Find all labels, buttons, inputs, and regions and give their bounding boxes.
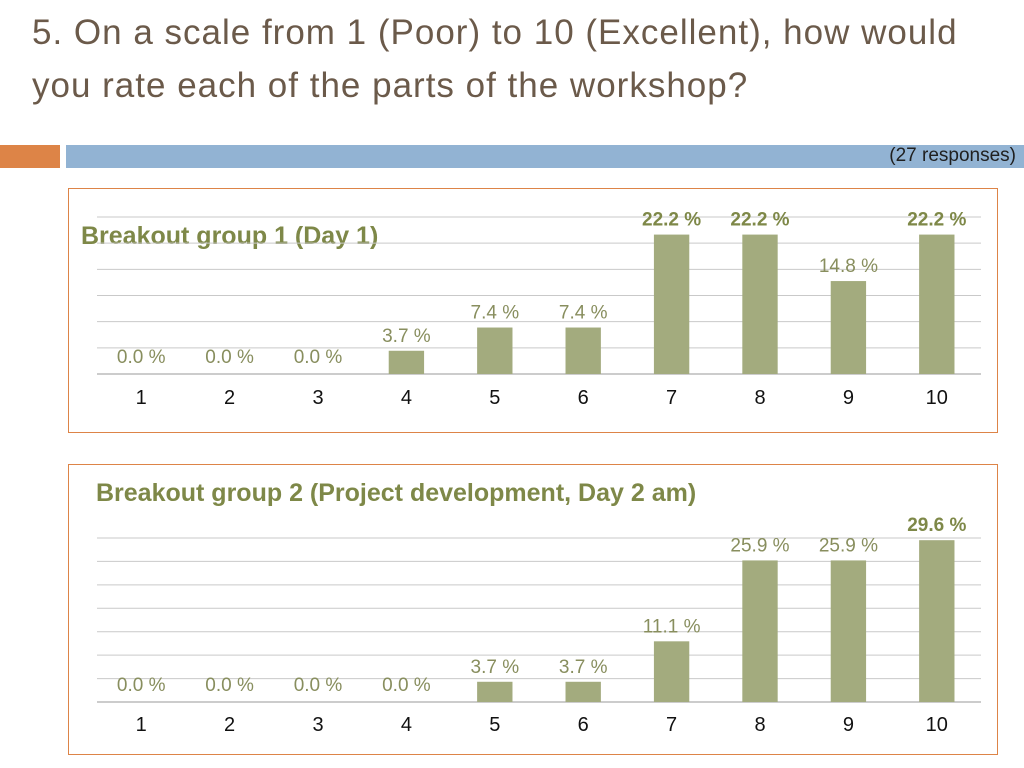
x-tick-label: 1 — [136, 714, 147, 736]
x-tick-label: 10 — [926, 714, 948, 736]
x-tick-label: 7 — [666, 387, 677, 409]
bar-7 — [653, 234, 690, 374]
x-tick-label: 3 — [312, 387, 323, 409]
data-label: 22.2 % — [730, 210, 789, 231]
data-label: 7.4 % — [471, 303, 520, 324]
data-label: 0.0 % — [294, 347, 343, 368]
x-tick-label: 8 — [754, 714, 765, 736]
chart-panel-breakout-1: Breakout group 1 (Day 1) 0.0 % 1 0.0 % 2 0.0 … — [68, 188, 998, 433]
bar-10 — [919, 540, 955, 702]
data-label: 3.7 % — [471, 657, 520, 678]
x-tick-label: 7 — [666, 714, 677, 736]
x-tick-label: 5 — [489, 714, 500, 736]
data-label: 0.0 % — [117, 675, 166, 696]
responses-note: (27 responses) — [889, 145, 1016, 166]
x-tick-label: 4 — [401, 387, 412, 409]
x-tick-label: 8 — [754, 387, 765, 409]
bar-8 — [742, 560, 778, 702]
data-label: 3.7 % — [559, 657, 608, 678]
data-label: 3.7 % — [382, 326, 431, 347]
x-tick-label: 9 — [843, 387, 854, 409]
bar-6 — [565, 327, 601, 374]
data-label: 11.1 % — [643, 616, 701, 637]
x-tick-label: 10 — [926, 387, 948, 409]
x-tick-label: 2 — [224, 714, 235, 736]
data-label: 0.0 % — [205, 675, 254, 696]
data-label: 7.4 % — [559, 303, 608, 324]
data-label: 0.0 % — [382, 675, 431, 696]
bar-10 — [919, 234, 955, 374]
bar-5 — [477, 681, 513, 702]
x-tick-label: 4 — [401, 714, 412, 736]
x-tick-label: 5 — [489, 387, 500, 409]
bar-9 — [830, 281, 867, 374]
data-label: 25.9 % — [730, 535, 789, 556]
x-tick-label: 9 — [843, 714, 854, 736]
x-tick-label: 3 — [312, 714, 323, 736]
chart-breakout-2: Breakout group 2 (Project development, D… — [96, 479, 981, 736]
bar-9 — [830, 560, 867, 702]
data-label: 22.2 % — [642, 210, 701, 231]
chart-title: Breakout group 1 (Day 1) — [81, 222, 378, 250]
data-label: 0.0 % — [205, 347, 254, 368]
data-label: 0.0 % — [294, 675, 343, 696]
bar-6 — [565, 681, 601, 702]
data-label: 22.2 % — [907, 210, 966, 231]
accent-bar-orange — [0, 145, 60, 168]
accent-bar-blue — [66, 145, 1024, 168]
x-tick-label: 2 — [224, 387, 235, 409]
slide-title: 5. On a scale from 1 (Poor) to 10 (Excel… — [32, 13, 958, 105]
data-label: 29.6 % — [907, 515, 966, 536]
data-label: 14.8 % — [819, 256, 878, 277]
chart-title: Breakout group 2 (Project development, D… — [96, 479, 696, 507]
chart-panel-breakout-2: Breakout group 2 (Project development, D… — [68, 464, 998, 755]
chart-breakout-1: Breakout group 1 (Day 1) 0.0 % 1 0.0 % 2 0.0 … — [81, 210, 981, 409]
data-label: 25.9 % — [819, 535, 878, 556]
data-label: 0.0 % — [117, 347, 166, 368]
bar-8 — [742, 234, 778, 374]
x-tick-label: 1 — [136, 387, 147, 409]
bar-5 — [477, 327, 513, 374]
bar-4 — [388, 350, 425, 374]
bar-7 — [653, 641, 690, 702]
x-tick-label: 6 — [578, 387, 589, 409]
x-tick-label: 6 — [578, 714, 589, 736]
